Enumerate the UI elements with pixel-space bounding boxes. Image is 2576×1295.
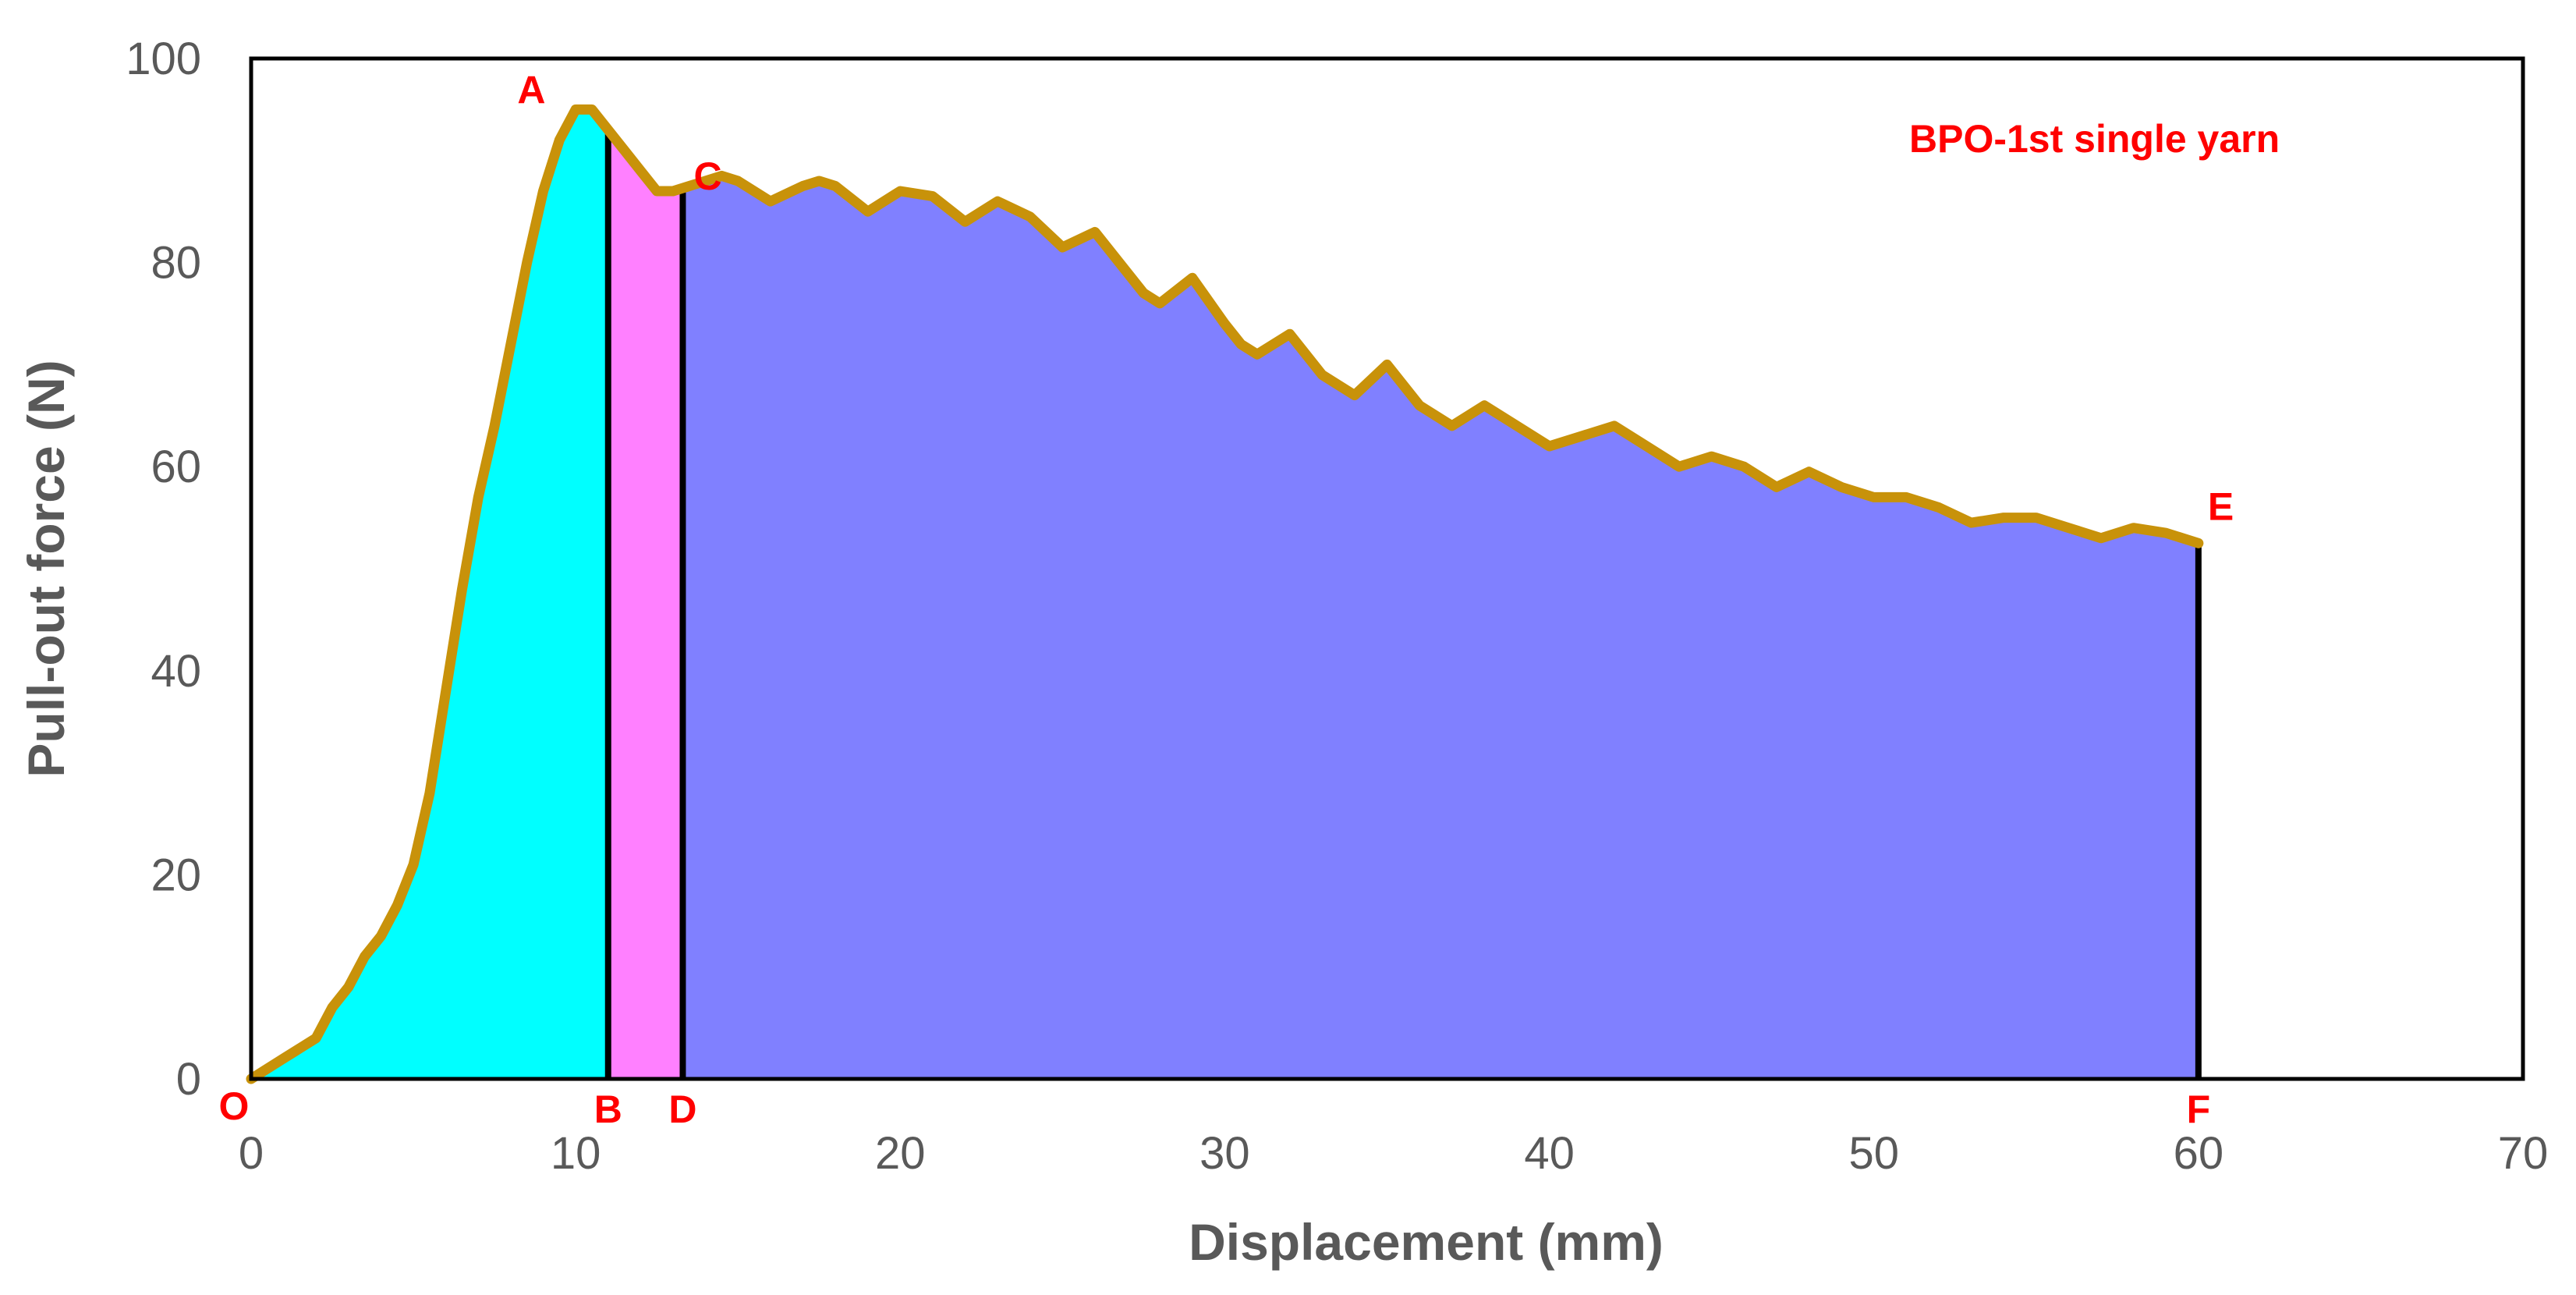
y-tick-label: 60 [151,442,201,492]
area-region-3 [682,176,2199,1079]
area-region-2 [608,130,683,1080]
y-tick-label: 100 [126,34,201,84]
point-label-b: B [594,1087,622,1131]
x-tick-label: 70 [2498,1128,2549,1179]
y-tick-label: 40 [151,646,201,697]
x-tick-label: 0 [239,1128,264,1179]
point-label-e: E [2208,484,2234,528]
point-label-a: A [517,68,545,112]
area-regions [251,109,2199,1080]
x-tick-label: 10 [551,1128,601,1179]
y-axis-title: Pull-out force (N) [17,360,75,777]
point-label-o: O [219,1084,250,1128]
region-dividers [604,130,2202,1079]
plot-area-frame [249,56,2525,1081]
x-tick-label: 50 [1848,1128,1899,1179]
x-axis-ticks: 0 10 20 30 40 50 60 70 [239,1128,2548,1179]
force-curve-line [246,104,2204,1084]
y-axis-ticks: 0 20 40 60 80 100 [126,34,201,1105]
y-tick-label: 20 [151,850,201,900]
force-curve [246,104,2204,1084]
x-tick-label: 40 [1524,1128,1575,1179]
x-axis-title: Displacement (mm) [1189,1213,1664,1271]
point-labels: O A B C D E F [219,68,2234,1131]
x-tick-label: 60 [2174,1128,2224,1179]
point-label-c: C [693,154,721,198]
point-label-f: F [2187,1087,2211,1131]
y-tick-label: 0 [176,1054,201,1105]
series-annotation: BPO-1st single yarn [1909,117,2280,161]
point-label-d: D [668,1087,696,1131]
y-tick-label: 80 [151,238,201,289]
x-tick-label: 30 [1199,1128,1250,1179]
area-region-1 [251,109,608,1079]
x-tick-label: 20 [875,1128,926,1179]
